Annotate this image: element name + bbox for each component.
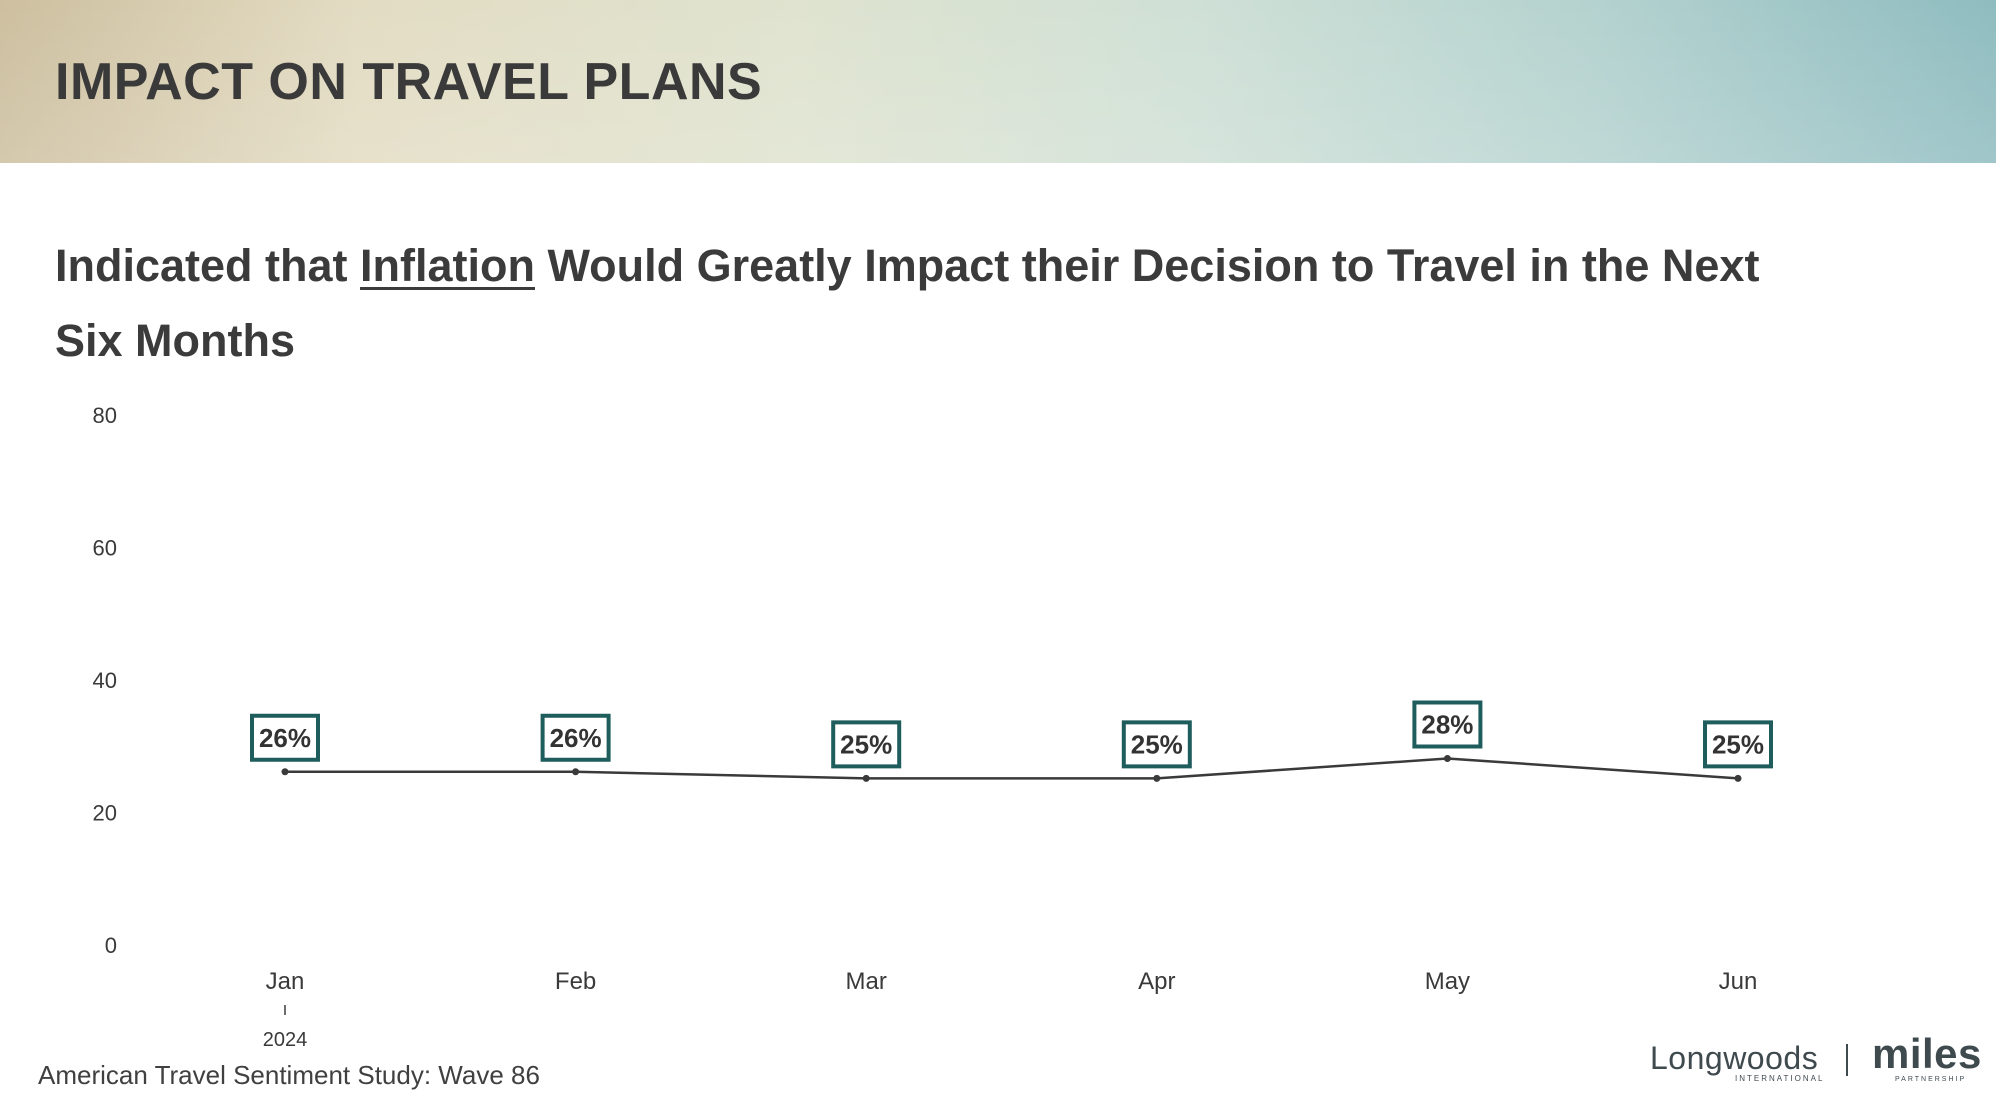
data-point [1443, 755, 1451, 762]
x-tick-label: Jan [266, 968, 305, 995]
y-tick-label: 80 [93, 403, 117, 428]
y-tick-label: 60 [93, 536, 117, 561]
header-banner: IMPACT ON TRAVEL PLANS [0, 0, 1996, 163]
data-label: 28% [1421, 710, 1473, 740]
miles-logo: miles [1872, 1030, 1982, 1077]
partner-logos: Longwoods INTERNATIONAL miles PARTNERSHI… [1650, 1030, 1982, 1090]
data-label-box [1121, 720, 1192, 769]
page-title: IMPACT ON TRAVEL PLANS [55, 53, 763, 111]
data-label: 26% [550, 723, 602, 753]
source-note: American Travel Sentiment Study: Wave 86 [38, 1060, 540, 1090]
data-label-box [250, 713, 320, 762]
data-label: 25% [840, 729, 892, 759]
data-label: 25% [1131, 729, 1183, 759]
data-label-box [1703, 720, 1773, 769]
x-tick-label: May [1425, 968, 1470, 995]
x-tick-label: Feb [555, 968, 596, 995]
data-point [572, 768, 580, 776]
data-point [1734, 774, 1742, 782]
longwoods-logo-subtext: INTERNATIONAL [1735, 1074, 1825, 1083]
subtitle-text-after: Would Greatly Impact their Decision to T… [55, 240, 1760, 366]
longwoods-logo: Longwoods [1650, 1040, 1819, 1076]
y-tick-label: 40 [93, 668, 117, 693]
x-tick-label: Mar [846, 968, 887, 995]
logo-divider [1846, 1044, 1848, 1076]
series-line [285, 757, 1739, 780]
data-label: 26% [259, 723, 311, 753]
subtitle-text-before: Indicated that [55, 240, 361, 291]
y-tick-label: 20 [93, 801, 117, 826]
miles-logo-subtext: PARTNERSHIP [1895, 1076, 1967, 1083]
data-label-box [1412, 700, 1483, 749]
data-label: 25% [1712, 729, 1764, 759]
x-tick-label: Jun [1719, 968, 1758, 995]
data-point [281, 768, 289, 776]
data-label-box [540, 713, 611, 762]
subtitle-emphasis: Inflation [360, 240, 535, 291]
chart-subtitle: Indicated that Inflation Would Greatly I… [55, 228, 1835, 378]
y-tick-label: 0 [105, 933, 117, 958]
data-point [862, 774, 870, 782]
x-tick-label: Apr [1138, 968, 1175, 995]
data-label-box [831, 720, 902, 769]
data-point [1153, 774, 1161, 782]
x-group-label: 2024 [263, 1029, 308, 1051]
